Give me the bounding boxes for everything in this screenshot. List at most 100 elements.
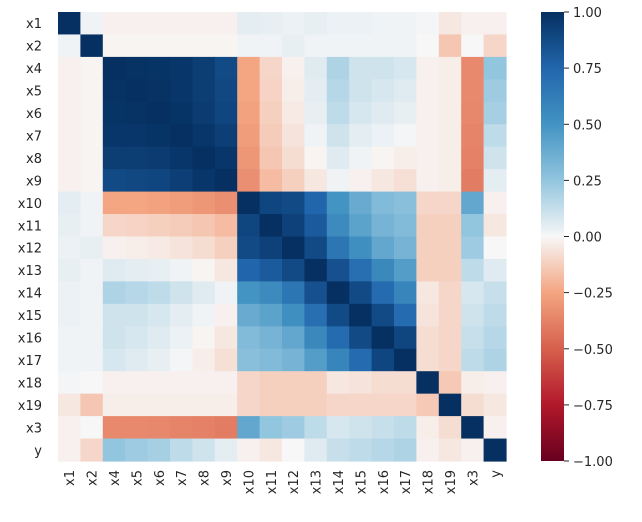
y-tick-label-x6: x6 [26, 107, 42, 122]
heatmap-cell-x4-x18 [416, 56, 440, 80]
heatmap-cell-x1-y [483, 12, 507, 36]
heatmap-cell-x11-x12 [282, 214, 305, 238]
colorbar-tick-label: 0.50 [573, 118, 602, 133]
heatmap-cell-x19-x8 [192, 393, 216, 417]
heatmap-cell-x13-x14 [326, 258, 350, 282]
heatmap-cell-x19-x6 [147, 393, 171, 417]
heatmap-cell-x15-x10 [237, 303, 261, 327]
colorbar-tick-label: 0.00 [573, 231, 602, 246]
heatmap-cell-x17-x12 [282, 348, 305, 372]
heatmap-cell-y-x18 [416, 438, 440, 462]
x-tick-label-x6: x6 [153, 470, 168, 486]
heatmap-cell-x18-x9 [214, 371, 238, 395]
heatmap-cell-x5-x2 [80, 79, 104, 103]
heatmap-cell-x12-x17 [394, 236, 417, 260]
heatmap-cell-x11-x17 [394, 214, 417, 238]
heatmap-cell-x7-x4 [102, 124, 126, 148]
heatmap-cell-x11-x8 [192, 214, 216, 238]
heatmap-cell-x5-x4 [102, 79, 126, 103]
heatmap-cell-x18-x8 [192, 371, 216, 395]
heatmap-cell-x3-x8 [192, 416, 216, 440]
heatmap-cell-x2-x4 [102, 34, 126, 58]
heatmap-cell-x18-x12 [282, 371, 305, 395]
heatmap-cell-x13-x3 [461, 258, 485, 282]
heatmap-cell-x5-x15 [349, 79, 373, 103]
heatmap-cell-x15-x9 [214, 303, 238, 327]
heatmap-cell-x17-y [483, 348, 507, 372]
heatmap-cell-x16-x7 [170, 326, 193, 350]
heatmap-cell-x17-x8 [192, 348, 216, 372]
heatmap-cell-x1-x13 [304, 12, 328, 36]
heatmap-cell-x6-x18 [416, 101, 440, 125]
heatmap-cell-y-x6 [147, 438, 171, 462]
heatmap-cell-x8-x2 [80, 146, 104, 170]
heatmap-cell-x6-x17 [394, 101, 417, 125]
x-tick-label-x17: x17 [399, 470, 414, 494]
heatmap-cell-x11-x19 [438, 214, 462, 238]
heatmap-cell-x14-x2 [80, 281, 104, 305]
heatmap-cell-x12-x16 [371, 236, 395, 260]
x-tick-label-x19: x19 [444, 470, 459, 494]
heatmap-cell-x7-x3 [461, 124, 485, 148]
y-tick-label-x16: x16 [18, 332, 42, 347]
heatmap-cell-x7-x2 [80, 124, 104, 148]
heatmap-cell-x4-x14 [326, 56, 350, 80]
heatmap-cell-x14-x4 [102, 281, 126, 305]
heatmap-cell-x14-x19 [438, 281, 462, 305]
heatmap-cell-x17-x13 [304, 348, 328, 372]
heatmap-cell-x6-x3 [461, 101, 485, 125]
heatmap-cell-x13-x16 [371, 258, 395, 282]
heatmap-cell-x12-x4 [102, 236, 126, 260]
y-tick-label-x17: x17 [18, 354, 42, 369]
heatmap-cell-x14-y [483, 281, 507, 305]
heatmap-cell-x3-x13 [304, 416, 328, 440]
heatmap-cell-x10-x9 [214, 191, 238, 215]
heatmap-cell-x1-x15 [349, 12, 373, 36]
heatmap-cell-x6-x14 [326, 101, 350, 125]
heatmap-cell-x4-y [483, 56, 507, 80]
heatmap-cell-x16-x14 [326, 326, 350, 350]
heatmap-cell-x8-x19 [438, 146, 462, 170]
heatmap-cell-x1-x9 [214, 12, 238, 36]
y-tick-label-x8: x8 [26, 152, 42, 167]
heatmap-cell-x2-x2 [80, 34, 104, 58]
heatmap-cell-x15-x11 [259, 303, 283, 327]
heatmap-cell-x6-x15 [349, 101, 373, 125]
x-tick-label-x3: x3 [466, 470, 481, 486]
heatmap-cell-x7-x19 [438, 124, 462, 148]
y-tick-label-x5: x5 [26, 85, 42, 100]
heatmap-cell-x10-x4 [102, 191, 126, 215]
heatmap-cell-x11-x1 [58, 214, 81, 238]
heatmap-cell-x8-x10 [237, 146, 261, 170]
heatmap-cell-x13-x5 [125, 258, 149, 282]
heatmap-cell-x15-x3 [461, 303, 485, 327]
heatmap-cell-x14-x10 [237, 281, 261, 305]
heatmap-cell-x11-x6 [147, 214, 171, 238]
heatmap-cell-x7-x1 [58, 124, 81, 148]
heatmap-cell-x3-x15 [349, 416, 373, 440]
heatmap-cell-x18-x4 [102, 371, 126, 395]
heatmap-cell-x4-x9 [214, 56, 238, 80]
heatmap-cell-x17-x3 [461, 348, 485, 372]
heatmap-cell-x14-x18 [416, 281, 440, 305]
heatmap-cell-x9-x2 [80, 169, 104, 193]
heatmap-cell-x15-x2 [80, 303, 104, 327]
heatmap-cell-x3-x3 [461, 416, 485, 440]
colorbar-tick-label: −0.75 [573, 399, 613, 414]
heatmap-cell-x4-x11 [259, 56, 283, 80]
heatmap-cell-x3-x11 [259, 416, 283, 440]
heatmap-cell-x10-x8 [192, 191, 216, 215]
x-tick-label-x4: x4 [108, 470, 123, 486]
heatmap-cell-x4-x17 [394, 56, 417, 80]
heatmap-cell-x12-x18 [416, 236, 440, 260]
heatmap-cell-x7-x11 [259, 124, 283, 148]
y-tick-label-x9: x9 [26, 174, 42, 189]
heatmap-cells [58, 12, 507, 462]
heatmap-cell-x13-x15 [349, 258, 373, 282]
heatmap-cell-x15-x8 [192, 303, 216, 327]
heatmap-cell-y-x7 [170, 438, 193, 462]
heatmap-cell-x11-x10 [237, 214, 261, 238]
heatmap-cell-x4-x8 [192, 56, 216, 80]
heatmap-cell-x9-x7 [170, 169, 193, 193]
x-tick-label-x15: x15 [354, 470, 369, 494]
